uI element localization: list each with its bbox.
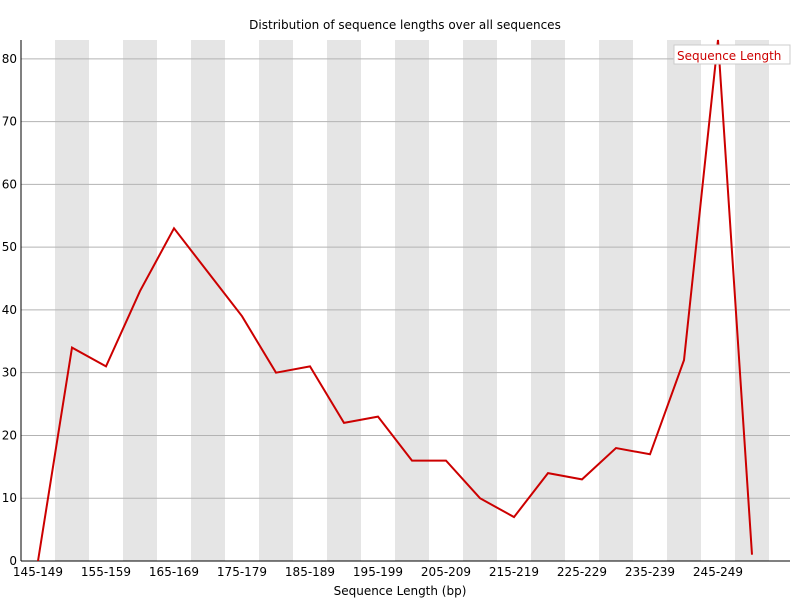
y-tick-label: 70 [2, 115, 17, 129]
legend-entry-sequence-length: Sequence Length [677, 49, 781, 63]
column-band [735, 40, 769, 561]
column-shading [55, 40, 769, 561]
x-tick-label: 195-199 [353, 565, 403, 579]
x-tick-label: 155-159 [81, 565, 131, 579]
column-band [55, 40, 89, 561]
column-band [123, 40, 157, 561]
chart-title: Distribution of sequence lengths over al… [249, 18, 561, 32]
column-band [463, 40, 497, 561]
x-tick-label: 175-179 [217, 565, 267, 579]
x-tick-label: 245-249 [693, 565, 743, 579]
column-band [599, 40, 633, 561]
y-tick-label: 60 [2, 177, 17, 191]
column-band [395, 40, 429, 561]
legend: Sequence Length [674, 45, 790, 64]
y-tick-label: 10 [2, 491, 17, 505]
x-tick-label: 145-149 [13, 565, 63, 579]
column-band [191, 40, 225, 561]
x-axis-label: Sequence Length (bp) [334, 584, 467, 598]
y-tick-label: 40 [2, 303, 17, 317]
column-band [259, 40, 293, 561]
x-tick-label: 185-189 [285, 565, 335, 579]
column-band [531, 40, 565, 561]
x-tick-label: 235-239 [625, 565, 675, 579]
x-tick-labels: 145-149 155-159 165-169 175-179 185-189 195-1… [13, 565, 743, 579]
x-tick-label: 225-229 [557, 565, 607, 579]
x-tick-label: 205-209 [421, 565, 471, 579]
x-tick-label: 215-219 [489, 565, 539, 579]
y-tick-label: 20 [2, 428, 17, 442]
y-tick-label: 30 [2, 366, 17, 380]
y-tick-label: 50 [2, 240, 17, 254]
y-tick-label: 80 [2, 52, 17, 66]
column-band [327, 40, 361, 561]
column-band [667, 40, 701, 561]
x-tick-label: 165-169 [149, 565, 199, 579]
